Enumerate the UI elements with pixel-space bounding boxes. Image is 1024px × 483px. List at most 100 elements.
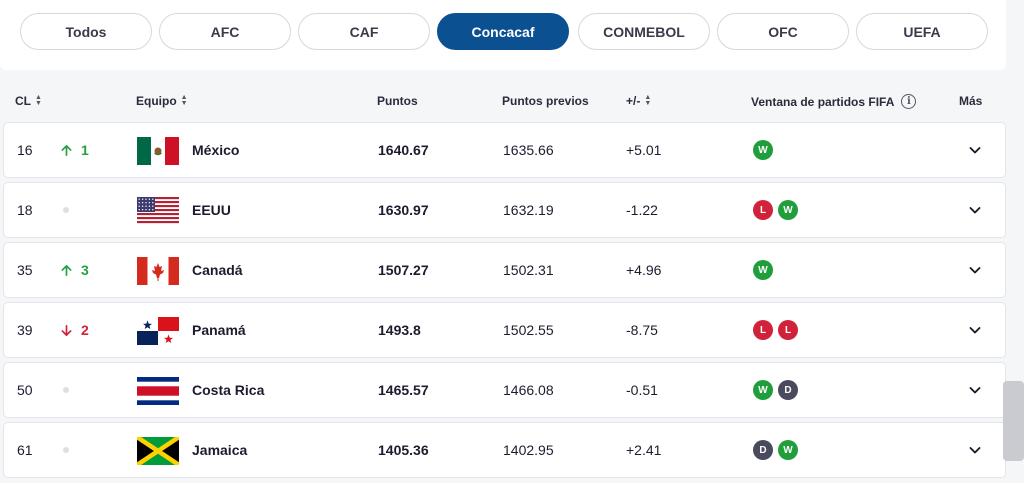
team-name[interactable]: EEUU [192, 202, 231, 218]
chevron-down-icon[interactable] [967, 423, 983, 477]
flag-icon [137, 317, 179, 345]
points: 1493.8 [378, 322, 421, 338]
header-window: Ventana de partidos FIFA i [751, 94, 917, 109]
rank-change [60, 363, 69, 417]
no-change-dot-icon [63, 447, 69, 453]
table-row[interactable]: 35 3 Canadá 1507.27 1502.31 +4.96 W [3, 242, 1006, 298]
points-diff: +4.96 [626, 262, 662, 278]
points: 1630.97 [378, 202, 429, 218]
tab-todos[interactable]: Todos [20, 13, 152, 50]
result-badge: W [753, 380, 773, 400]
header-more-label: Más [959, 94, 983, 108]
sort-icon[interactable]: ▲ ▼ [644, 94, 652, 107]
previous-points: 1635.66 [503, 142, 554, 158]
rank-change-value: 2 [81, 322, 89, 338]
table-row[interactable]: 61 Jamaica 1405.36 1402.95 +2.41 D W [3, 422, 1006, 478]
rank: 18 [17, 202, 33, 218]
tab-caf[interactable]: CAF [298, 13, 430, 50]
arrow-down-icon [60, 324, 73, 337]
header-points-label: Puntos [377, 94, 418, 108]
rank: 61 [17, 442, 33, 458]
previous-points: 1466.08 [503, 382, 554, 398]
rank-change: 3 [60, 243, 89, 297]
flag-icon [137, 197, 179, 225]
confederation-tabs: Todos AFC CAF Concacaf CONMEBOL OFC UEFA [0, 0, 1006, 70]
points-diff: -0.51 [626, 382, 658, 398]
sort-icon[interactable]: ▲ ▼ [180, 94, 188, 107]
header-rank[interactable]: CL ▲ ▼ [15, 94, 42, 108]
points: 1640.67 [378, 142, 429, 158]
header-more: Más [959, 94, 982, 108]
header-points: Puntos [377, 94, 418, 108]
team-name[interactable]: Jamaica [192, 442, 248, 458]
flag-icon [137, 437, 179, 465]
flag-icon [137, 137, 179, 165]
table-row[interactable]: 39 2 Panamá 1493.8 1502.55 -8.75 L L [3, 302, 1006, 358]
no-change-dot-icon [63, 207, 69, 213]
points: 1465.57 [378, 382, 429, 398]
points-diff: -8.75 [626, 322, 658, 338]
rank: 39 [17, 322, 33, 338]
points: 1405.36 [378, 442, 429, 458]
chevron-down-icon[interactable] [967, 303, 983, 357]
result-badge: W [778, 440, 798, 460]
team-name[interactable]: Costa Rica [192, 382, 265, 398]
points: 1507.27 [378, 262, 429, 278]
match-window-results: W [753, 243, 773, 297]
points-diff: -1.22 [626, 202, 658, 218]
tab-afc[interactable]: AFC [159, 13, 291, 50]
result-badge: W [753, 140, 773, 160]
result-badge: W [753, 260, 773, 280]
tab-uefa[interactable]: UEFA [856, 13, 988, 50]
rank-change: 1 [60, 123, 89, 177]
scrollbar-thumb[interactable] [1003, 381, 1024, 461]
flag-icon [137, 377, 179, 405]
previous-points: 1502.55 [503, 322, 554, 338]
rank: 50 [17, 382, 33, 398]
rank-change-value: 3 [81, 262, 89, 278]
team-name[interactable]: Canadá [192, 262, 243, 278]
rank: 16 [17, 142, 33, 158]
header-team-label: Equipo [136, 94, 177, 108]
rank-change [60, 423, 69, 477]
previous-points: 1502.31 [503, 262, 554, 278]
header-diff[interactable]: +/- ▲ ▼ [626, 94, 651, 108]
arrow-up-icon [60, 264, 73, 277]
header-team[interactable]: Equipo ▲ ▼ [136, 94, 188, 108]
header-rank-label: CL [15, 94, 31, 108]
rank-change: 2 [60, 303, 89, 357]
no-change-dot-icon [63, 387, 69, 393]
result-badge: W [778, 200, 798, 220]
chevron-down-icon[interactable] [967, 183, 983, 237]
chevron-down-icon[interactable] [967, 243, 983, 297]
result-badge: L [753, 320, 773, 340]
result-badge: D [778, 380, 798, 400]
header-prev-points-label: Puntos previos [502, 94, 589, 108]
flag-icon [137, 257, 179, 285]
tab-ofc[interactable]: OFC [717, 13, 849, 50]
table-row[interactable]: 50 Costa Rica 1465.57 1466.08 -0.51 W D [3, 362, 1006, 418]
tab-concacaf[interactable]: Concacaf [437, 13, 569, 50]
result-badge: L [753, 200, 773, 220]
result-badge: D [753, 440, 773, 460]
chevron-down-icon[interactable] [967, 123, 983, 177]
tab-conmebol[interactable]: CONMEBOL [578, 13, 710, 50]
rank: 35 [17, 262, 33, 278]
table-row[interactable]: 16 1 México 1640.67 1635.66 +5.01 W [3, 122, 1006, 178]
match-window-results: W [753, 123, 773, 177]
rank-change-value: 1 [81, 142, 89, 158]
team-name[interactable]: México [192, 142, 240, 158]
chevron-down-icon[interactable] [967, 363, 983, 417]
header-diff-label: +/- [626, 94, 641, 108]
table-header: CL ▲ ▼ Equipo ▲ ▼ Puntos Puntos previos +/… [0, 80, 1006, 120]
table-row[interactable]: 18 EEUU 1630.97 1632.19 -1.22 L W [3, 182, 1006, 238]
team-name[interactable]: Panamá [192, 322, 246, 338]
header-prev-points: Puntos previos [502, 94, 589, 108]
sort-icon[interactable]: ▲ ▼ [35, 94, 42, 107]
info-icon[interactable]: i [901, 94, 917, 109]
points-diff: +5.01 [626, 142, 662, 158]
